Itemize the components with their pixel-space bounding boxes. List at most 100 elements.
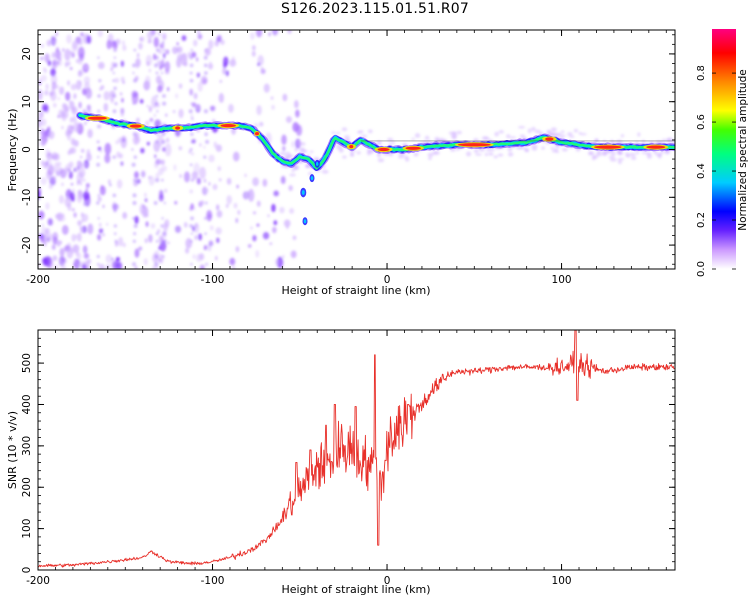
noise-blob bbox=[153, 113, 157, 117]
halo-blob bbox=[414, 133, 421, 138]
noise-blob bbox=[76, 232, 82, 242]
streak-dot bbox=[190, 232, 194, 235]
noise-blob bbox=[97, 61, 105, 70]
streak-dot bbox=[161, 217, 164, 220]
noise-blob bbox=[86, 149, 91, 157]
halo-blob bbox=[456, 130, 462, 135]
streak-dot bbox=[133, 224, 138, 228]
streak-dot bbox=[113, 56, 117, 59]
noise-blob bbox=[197, 33, 203, 40]
noise-blob bbox=[256, 223, 260, 227]
noise-blob bbox=[64, 106, 70, 113]
streak-dot bbox=[132, 102, 135, 105]
noise-blob bbox=[109, 183, 112, 186]
noise-blob bbox=[220, 39, 225, 45]
halo-blob bbox=[360, 134, 368, 138]
noise-blob bbox=[176, 46, 183, 54]
halo-blob bbox=[658, 153, 662, 159]
noise-blob bbox=[199, 264, 205, 269]
noise-blob bbox=[45, 148, 51, 158]
colorbar-label: Normalized spectral amplitude bbox=[737, 69, 749, 230]
y-tick-label: 100 bbox=[21, 519, 33, 539]
halo-blob bbox=[424, 135, 430, 140]
streak-dot bbox=[161, 139, 166, 144]
streak-dot bbox=[155, 232, 159, 236]
noise-blob bbox=[50, 74, 58, 85]
streak-dot bbox=[204, 201, 208, 205]
noise-blob bbox=[191, 102, 197, 108]
snr-axes: -200 -100 0 100 0 100 200 300 400 500 bbox=[21, 329, 675, 587]
noise-blob bbox=[51, 244, 56, 250]
ridge-hot-red bbox=[646, 145, 666, 149]
noise-blob bbox=[272, 226, 277, 234]
noise-blob bbox=[250, 32, 255, 40]
noise-blob bbox=[81, 225, 87, 234]
noise-blob bbox=[216, 34, 222, 43]
noise-blob bbox=[159, 189, 164, 199]
noise-blob bbox=[183, 171, 191, 183]
halo-blob bbox=[609, 158, 617, 162]
noise-blob bbox=[294, 100, 299, 109]
noise-blob bbox=[260, 66, 264, 70]
halo-blob bbox=[484, 152, 488, 157]
halo-blob bbox=[631, 156, 637, 160]
noise-blob bbox=[237, 210, 241, 215]
noise-blob bbox=[154, 154, 157, 159]
noise-blob bbox=[64, 61, 69, 68]
noise-blob bbox=[103, 90, 110, 101]
streak-dot bbox=[161, 63, 166, 68]
ridge-hot-red bbox=[349, 145, 354, 149]
noise-blob bbox=[77, 70, 82, 78]
noise-blob bbox=[72, 115, 77, 123]
noise-blob bbox=[75, 165, 80, 173]
noise-blob bbox=[199, 143, 202, 147]
colorbar-gradient bbox=[712, 29, 736, 269]
colorbar-tick-label: 0.2 bbox=[696, 212, 707, 228]
noise-blob bbox=[80, 156, 83, 159]
streak-dot bbox=[205, 262, 208, 266]
halo-blob bbox=[519, 146, 527, 150]
noise-blob bbox=[191, 51, 197, 58]
noise-blob bbox=[290, 250, 297, 259]
streak-dot bbox=[160, 224, 164, 228]
noise-blob bbox=[136, 117, 141, 121]
x-tick-label: -200 bbox=[26, 274, 50, 286]
noise-blob bbox=[144, 198, 148, 203]
noise-blob bbox=[38, 78, 42, 83]
halo-blob bbox=[509, 136, 517, 139]
noise-blob bbox=[119, 92, 123, 96]
streak-dot bbox=[204, 48, 207, 52]
noise-blob bbox=[115, 256, 121, 262]
noise-blob bbox=[67, 150, 71, 155]
noise-blob bbox=[55, 47, 60, 53]
streak-dot bbox=[113, 209, 117, 213]
noise-blob bbox=[73, 121, 80, 133]
noise-blob bbox=[267, 214, 270, 218]
streak-dot bbox=[96, 140, 100, 144]
noise-blob bbox=[44, 53, 50, 63]
noise-blob bbox=[97, 30, 104, 38]
noise-blob bbox=[216, 204, 220, 211]
noise-blob bbox=[177, 53, 184, 61]
halo-blob bbox=[475, 153, 483, 156]
noise-blob bbox=[252, 45, 256, 51]
noise-blob bbox=[52, 175, 57, 180]
noise-blob bbox=[153, 53, 157, 61]
noise-blob bbox=[203, 145, 206, 149]
isolated-blob-core bbox=[301, 190, 305, 195]
streak-dot bbox=[189, 163, 193, 167]
noise-blob bbox=[70, 196, 75, 202]
streak-dot bbox=[131, 162, 136, 167]
noise-blob bbox=[41, 223, 45, 228]
halo-blob bbox=[531, 147, 538, 151]
streak-dot bbox=[162, 255, 165, 258]
noise-blob bbox=[58, 86, 65, 95]
noise-blob bbox=[47, 60, 52, 66]
streak-dot bbox=[162, 231, 167, 236]
streak-dot bbox=[132, 193, 137, 198]
noise-blob bbox=[193, 222, 200, 234]
halo-blob bbox=[286, 154, 294, 158]
noise-blob bbox=[61, 182, 64, 187]
halo-blob bbox=[550, 127, 557, 132]
halo-blob bbox=[486, 148, 493, 152]
